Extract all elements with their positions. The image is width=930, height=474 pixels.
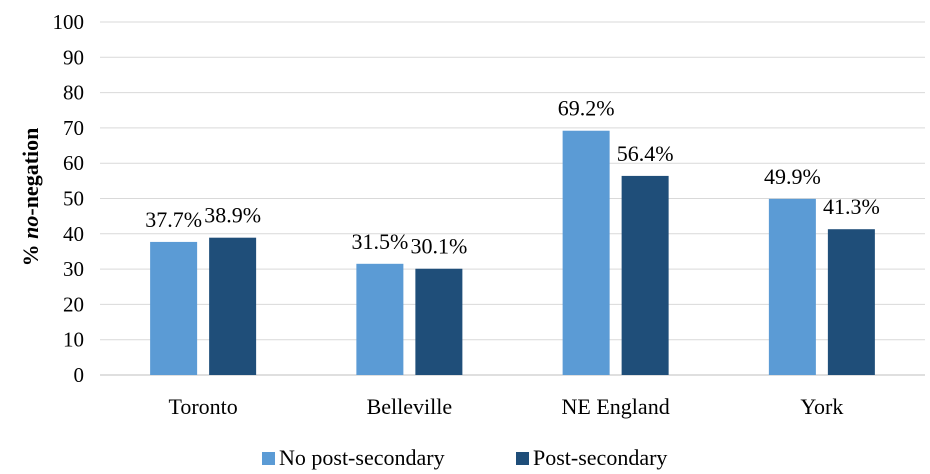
x-category-label: Toronto <box>168 394 237 419</box>
y-tick-label: 30 <box>63 257 84 281</box>
y-tick-label: 0 <box>74 363 85 387</box>
legend-label: Post-secondary <box>533 445 667 470</box>
data-labels: 37.7% 38.9% 31.5% 30.1% 69.2%56.4% 49.9%41.3% <box>145 96 880 259</box>
y-tick-label: 10 <box>63 328 84 352</box>
y-tick-label: 50 <box>63 187 84 211</box>
data-label: 56.4% <box>617 141 674 166</box>
y-tick-label: 40 <box>63 222 84 246</box>
bar-toronto-post-secondary <box>209 237 257 375</box>
y-tick-label: 90 <box>63 45 84 69</box>
y-axis-label-suffix: -negation <box>18 128 43 216</box>
data-label: 30.1% <box>410 234 467 259</box>
y-tick-label: 20 <box>63 292 84 316</box>
x-category-label: York <box>800 394 843 419</box>
data-label: 69.2% <box>558 96 615 121</box>
y-axis-label-emphasis: no <box>18 216 43 239</box>
legend-swatch <box>516 452 529 465</box>
y-tick-label: 70 <box>63 116 84 140</box>
legend: No post-secondary Post-secondary <box>262 445 667 470</box>
bar-york-post-secondary <box>827 229 875 375</box>
data-label: 38.9% <box>204 203 261 228</box>
y-tick-label: 100 <box>53 10 85 34</box>
y-tick-label: 80 <box>63 81 84 105</box>
data-label: 37.7% <box>145 207 202 232</box>
y-tick-label: 60 <box>63 151 84 175</box>
y-axis-label-prefix: % <box>18 239 43 267</box>
data-label: 31.5% <box>351 229 408 254</box>
bar-belleville-no-post-secondary <box>356 263 404 375</box>
data-label: 49.9% <box>764 164 821 189</box>
x-axis-categories: Toronto Belleville NE England York <box>168 394 843 419</box>
data-label: 41.3% <box>823 194 880 219</box>
bar-belleville-post-secondary <box>415 268 463 375</box>
legend-label: No post-secondary <box>279 445 445 470</box>
bar-toronto-no-post-secondary <box>150 241 198 375</box>
bars <box>150 130 875 375</box>
bar-york-no-post-secondary <box>768 198 816 375</box>
bar-ne-england-no-post-secondary <box>562 130 610 375</box>
x-category-label: NE England <box>562 394 670 419</box>
x-category-label: Belleville <box>367 394 453 419</box>
bar-ne-england-post-secondary <box>621 175 669 375</box>
legend-swatch <box>262 452 275 465</box>
y-axis-label: % no-negation <box>18 128 43 267</box>
y-axis-ticks: 0 10 20 30 40 50 60 70 80 90 100 <box>53 10 85 387</box>
